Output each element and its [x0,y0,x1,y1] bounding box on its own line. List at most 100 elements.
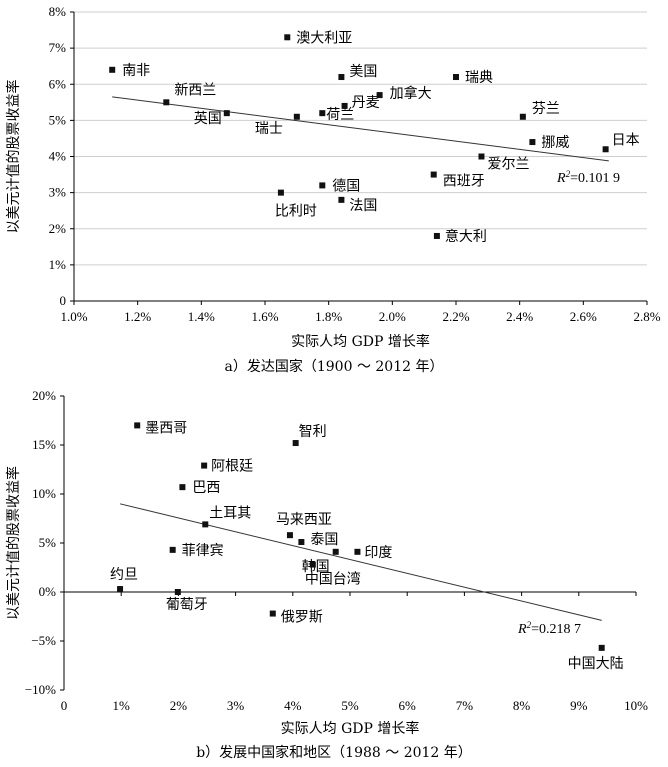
data-point [354,548,361,555]
data-point [319,182,326,189]
point-label: 澳大利亚 [296,30,352,46]
y-tick-label: 4% [49,149,67,164]
x-tick-label: 9% [570,698,588,713]
x-tick-label: 5% [341,698,359,713]
data-point [598,644,605,651]
data-point [338,74,345,81]
point-label: 荷兰 [326,107,354,123]
data-point [529,139,536,146]
data-point [277,189,284,196]
x-tick-label: 0 [61,698,68,713]
data-point [319,110,326,117]
point-label: 美国 [349,64,377,80]
y-tick-label: 15% [32,437,56,452]
r-squared-annotation: R2=0.218 7 [517,620,581,637]
y-tick-label: 3% [49,185,67,200]
y-tick-label: 8% [49,4,67,19]
data-point [202,521,209,528]
x-axis-label: 实际人均 GDP 增长率 [291,333,430,350]
point-label: 英国 [194,110,222,127]
data-point [298,539,305,546]
y-tick-label: 0% [39,584,57,599]
data-point [338,196,345,203]
point-label: 爱尔兰 [487,157,529,173]
data-point [376,92,383,99]
x-tick-label: 6% [399,698,417,713]
point-label: 中国台湾 [305,571,361,588]
point-label: 印度 [364,545,392,561]
point-label: 俄罗斯 [281,610,323,626]
data-point [602,146,609,153]
r-squared-annotation: R2=0.101 9 [556,169,620,186]
point-label: 丹麦 [352,95,380,111]
data-point [478,153,485,160]
chart-a: 0 1% 2% 3% 4% 5% 6% 7% 8% 1.0% 1.2% 1.4% 1.6% 1.8% 2.0… [5,4,661,375]
point-label: 瑞士 [255,121,283,137]
x-tick-label: 4% [284,698,302,713]
point-label: 芬兰 [532,101,560,117]
y-tick-label: −10% [25,682,56,697]
data-point [163,99,170,106]
point-label: 德国 [332,178,360,194]
y-tick-label: 7% [49,40,67,55]
x-tick-label: 2.4% [506,309,533,324]
point-label: 日本 [612,132,640,148]
data-point [134,422,141,429]
x-tick-label: 10% [624,698,648,713]
point-label: 加拿大 [390,85,432,102]
x-tick-label: 1.0% [60,309,87,324]
data-point [117,586,124,593]
y-tick-label: 1% [49,257,67,272]
point-label: 新西兰 [174,82,216,98]
data-point [293,113,300,120]
y-axis-label: 以美元计值的股票收益率 [5,80,22,234]
r-squared-symbol: R [556,171,566,186]
data-point [519,113,526,120]
x-tick-label: 2.2% [442,309,469,324]
x-tick-label: 1% [113,698,131,713]
trendline [119,503,602,621]
y-axis-label: 以美元计值的股票收益率 [5,466,22,620]
point-label: 中国大陆 [568,656,624,672]
y-tick-label: 2% [49,221,67,236]
x-tick-label: 8% [513,698,531,713]
x-tick-label: 2.0% [379,309,406,324]
point-label: 墨西哥 [145,420,187,436]
data-point [109,66,116,73]
data-point [433,232,440,239]
x-tick-label: 1.4% [188,309,215,324]
y-tick-label: 0 [60,293,67,308]
data-point [174,589,181,595]
r-squared-value: =0.101 9 [570,171,620,186]
x-tick-label: 2.6% [570,309,597,324]
chart-caption: b）发展中国家和地区（1988 ～ 2012 年） [196,744,472,761]
x-tick-label: 2.8% [633,309,660,324]
data-point [341,102,348,109]
chart-b: −10% −5% 0% 5% 10% 15% 20% 0 1% 2% 3% 4% 5% 6% 7% 8% 9% 1… [5,388,648,761]
point-label: 西班牙 [443,174,485,190]
r-squared-value: =0.218 7 [531,622,581,637]
point-label: 意大利 [445,228,487,245]
x-tick-label: 2% [170,698,188,713]
point-label: 法国 [349,198,377,214]
chart-caption: a）发达国家（1900 ～ 2012 年） [225,358,444,375]
trendline [112,96,609,162]
data-point [309,561,316,568]
r-squared-exponent: 2 [566,169,571,179]
x-tick-label: 7% [456,698,474,713]
data-point [430,171,437,178]
point-label: 菲律宾 [182,543,224,559]
y-tick-label: 5% [49,112,67,127]
data-point [201,462,208,469]
x-axis-label: 实际人均 GDP 增长率 [281,720,420,737]
point-label: 泰国 [310,532,338,548]
point-label: 土耳其 [209,505,251,521]
x-tick-label: 1.8% [315,309,342,324]
point-label: 阿根廷 [211,459,253,475]
y-tick-label: 10% [32,486,56,501]
data-point [292,440,299,447]
data-point [179,484,186,491]
y-tick-label: 5% [39,535,57,550]
x-tick-label: 1.2% [124,309,151,324]
point-label: 比利时 [275,204,317,220]
